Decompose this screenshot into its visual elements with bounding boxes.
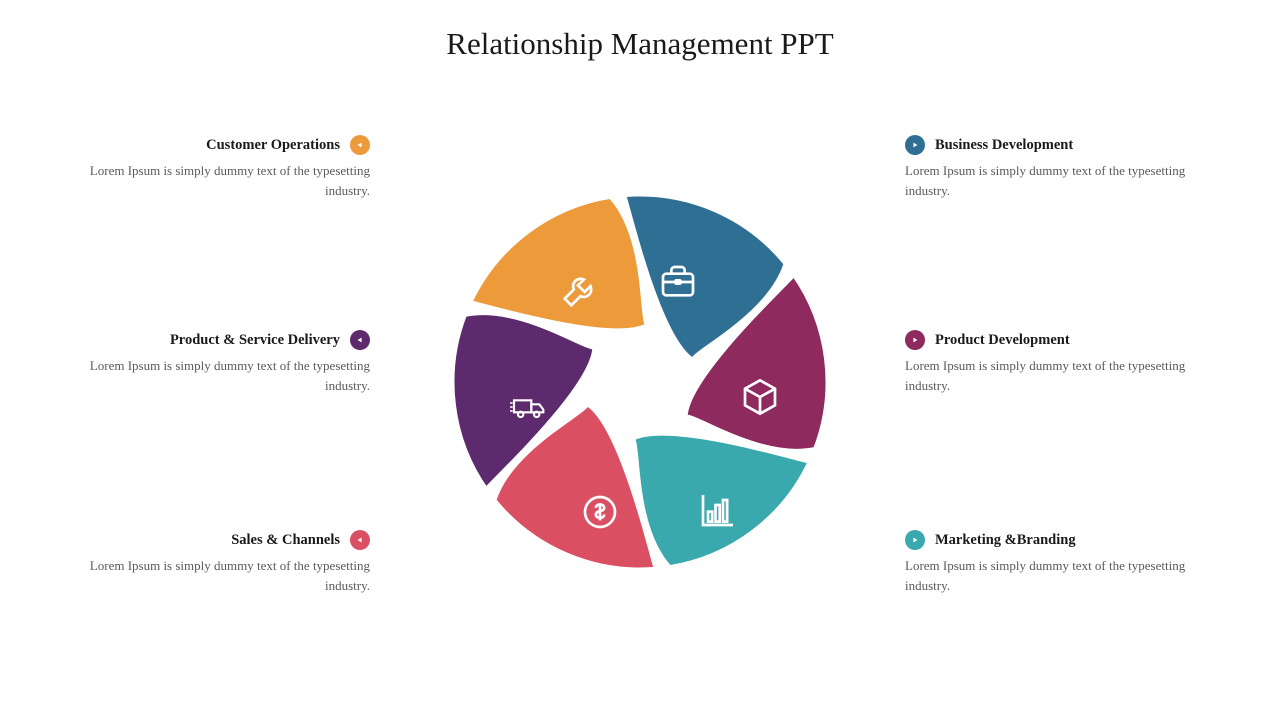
page-title: Relationship Management PPT xyxy=(0,0,1280,62)
bullet-arrow-icon xyxy=(905,530,925,550)
callout-left-0: Customer Operations Lorem Ipsum is simply… xyxy=(70,135,370,200)
callout-title: Product Development xyxy=(935,332,1070,349)
callout-body: Lorem Ipsum is simply dummy text of the … xyxy=(70,556,370,595)
swirl-diagram xyxy=(450,192,830,572)
callout-body: Lorem Ipsum is simply dummy text of the … xyxy=(905,161,1205,200)
box-icon xyxy=(740,377,780,417)
callout-left-1: Product & Service Delivery Lorem Ipsum is… xyxy=(70,330,370,395)
callout-title: Product & Service Delivery xyxy=(170,332,340,349)
bullet-arrow-icon xyxy=(905,135,925,155)
callout-body: Lorem Ipsum is simply dummy text of the … xyxy=(905,556,1205,595)
bullet-arrow-icon xyxy=(350,530,370,550)
callout-title: Business Development xyxy=(935,137,1073,154)
bullet-arrow-icon xyxy=(350,330,370,350)
dollar-icon xyxy=(580,492,620,532)
callout-body: Lorem Ipsum is simply dummy text of the … xyxy=(70,161,370,200)
callout-body: Lorem Ipsum is simply dummy text of the … xyxy=(905,356,1205,395)
callout-title: Customer Operations xyxy=(206,137,340,154)
callout-right-0: Business Development Lorem Ipsum is simpl… xyxy=(905,135,1205,200)
truck-icon xyxy=(510,387,550,427)
chart-icon xyxy=(698,490,738,530)
bullet-arrow-icon xyxy=(905,330,925,350)
callout-title: Marketing &Branding xyxy=(935,532,1076,549)
briefcase-icon xyxy=(658,262,698,302)
callout-right-2: Marketing &Branding Lorem Ipsum is simply… xyxy=(905,530,1205,595)
bullet-arrow-icon xyxy=(350,135,370,155)
callout-title: Sales & Channels xyxy=(231,532,340,549)
wrench-icon xyxy=(558,272,598,312)
callout-right-1: Product Development Lorem Ipsum is simply… xyxy=(905,330,1205,395)
callout-body: Lorem Ipsum is simply dummy text of the … xyxy=(70,356,370,395)
callout-left-2: Sales & Channels Lorem Ipsum is simply du… xyxy=(70,530,370,595)
